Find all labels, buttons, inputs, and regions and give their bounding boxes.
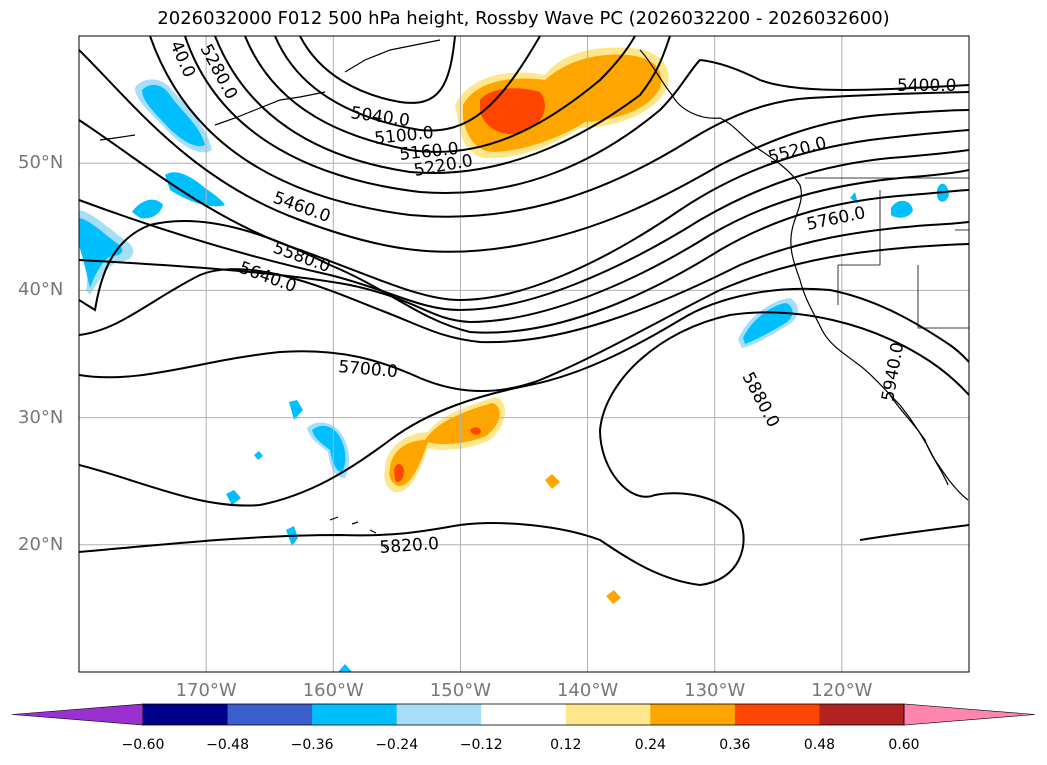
- colorbar-segment: [312, 704, 398, 725]
- colorbar-tick-label: −0.48: [206, 737, 249, 753]
- colorbar-segment: [565, 704, 651, 725]
- colorbar-tick-label: −0.36: [290, 737, 334, 753]
- colorbar-extend-high: [903, 703, 1036, 726]
- colorbar-extend-low: [11, 703, 144, 726]
- alaska-coastline: [344, 39, 441, 73]
- contour-label-5760: 5760.0: [805, 203, 867, 235]
- contour-line: [79, 119, 969, 302]
- contour-line: [149, 36, 969, 218]
- height-contours: [79, 36, 969, 587]
- longitude-tick-label: 170°W: [175, 680, 237, 701]
- positive-anomaly-region: [394, 464, 404, 482]
- contour-line: [244, 36, 636, 153]
- contour-label-5700: 5700.0: [338, 357, 399, 382]
- north-america-coastline: [639, 49, 969, 501]
- contour-line: [79, 49, 969, 253]
- colorbar-tick-label: 0.36: [719, 737, 751, 753]
- hawaiian-islands: [329, 516, 389, 551]
- gridlines: [79, 36, 969, 672]
- colorbar-segment: [819, 704, 905, 725]
- negative-anomaly-region: [142, 84, 205, 147]
- contour-label-5400: 5400.0: [897, 76, 956, 96]
- colorbar-segment: [481, 704, 567, 725]
- contour-label-5640: 5640.0: [236, 258, 299, 297]
- colorbar-tick-label: 0.60: [888, 737, 920, 753]
- negative-anomaly-region: [132, 199, 163, 219]
- colorbar-segment: [396, 704, 482, 725]
- colorbar-tick-label: −0.24: [375, 737, 419, 753]
- contour-line: [79, 243, 969, 392]
- contour-line: [299, 36, 456, 104]
- longitude-tick-label: 150°W: [429, 680, 491, 701]
- aleutian-islands: [99, 91, 326, 141]
- latitude-tick-label: 20°N: [18, 533, 64, 555]
- colorbar-frame: [142, 703, 905, 726]
- longitude-tick-label: 160°W: [302, 680, 364, 701]
- coastlines: [99, 39, 969, 551]
- positive-anomaly-region: [545, 474, 560, 489]
- negative-anomaly-region: [312, 425, 346, 472]
- map-frame: [78, 35, 970, 673]
- baja-peninsula-coastline: [889, 394, 949, 486]
- contour-line: [184, 36, 969, 194]
- negative-anomaly-region: [254, 451, 263, 460]
- contour-label-40: 40.0: [165, 38, 199, 81]
- negative-anomaly-region: [79, 218, 123, 288]
- negative-anomaly-region: [165, 172, 225, 207]
- colorbar-tick-label: 0.48: [803, 737, 836, 753]
- negative-anomaly-region: [891, 200, 913, 218]
- latitude-tick-label: 30°N: [18, 406, 64, 428]
- longitude-tick-label: 130°W: [684, 680, 746, 701]
- contour-line: [274, 36, 541, 132]
- latitude-tick-label: 40°N: [18, 279, 64, 301]
- colorbar: [11, 703, 1036, 726]
- contour-line: [79, 169, 969, 324]
- contour-label-5940: 5940.0: [878, 341, 908, 403]
- colorbar-tick-label: 0.12: [550, 737, 582, 753]
- colorbar-segment: [734, 704, 820, 725]
- colorbar-segment: [227, 704, 313, 725]
- contour-line: [79, 287, 969, 507]
- anomaly-shading: [79, 47, 949, 672]
- colorbar-tick-label: −0.60: [121, 737, 165, 753]
- colorbar-segment: [650, 704, 736, 725]
- positive-anomaly-region: [470, 427, 481, 435]
- contour-line: [79, 189, 969, 334]
- contour-line: [79, 149, 969, 312]
- longitude-tick-label: 120°W: [811, 680, 873, 701]
- latitude-tick-label: 50°N: [18, 152, 64, 174]
- colorbar-segment: [143, 704, 229, 725]
- contour-label-5520: 5520.0: [766, 133, 829, 168]
- longitude-tick-label: 140°W: [556, 680, 619, 701]
- contour-line: [214, 36, 671, 174]
- positive-anomaly-region: [389, 403, 500, 487]
- colorbar-tick-label: 0.24: [634, 737, 666, 753]
- positive-anomaly-region: [606, 590, 621, 604]
- contour-line: [79, 311, 969, 587]
- negative-anomaly-region: [338, 664, 352, 672]
- contour-line: [859, 524, 969, 541]
- colorbar-tick-label: −0.12: [459, 737, 503, 753]
- contour-line: [79, 221, 969, 344]
- negative-anomaly-region: [226, 490, 241, 505]
- us-state-borders: [805, 177, 969, 329]
- contour-label-5880: 5880.0: [738, 369, 784, 431]
- map-title: 2026032000 F012 500 hPa height, Rossby W…: [157, 8, 890, 29]
- negative-anomaly-region: [289, 400, 303, 420]
- contour-label-5820: 5820.0: [379, 534, 440, 558]
